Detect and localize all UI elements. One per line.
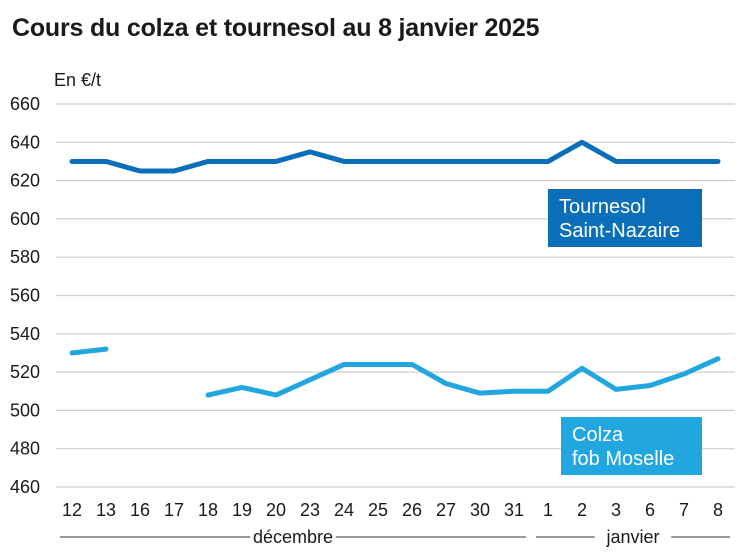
y-tick-label-660: 660 — [10, 94, 40, 114]
x-tick-label-13: 31 — [504, 500, 524, 520]
series-line-0 — [69, 139, 721, 174]
series-label-text-1-1: fob Moselle — [572, 448, 674, 470]
x-tick-label-6: 20 — [266, 500, 286, 520]
y-axis-ticks: 460 480 500 520 540 560 580 600 620 640 660 — [10, 94, 40, 497]
series-label-box-1 — [561, 417, 702, 475]
series-label-text-1-0: Colza — [572, 424, 624, 446]
y-tick-label-580: 580 — [10, 247, 40, 267]
month-labels: décembre janvier — [60, 527, 730, 547]
month-label-0: décembre — [253, 527, 333, 547]
x-tick-label-11: 27 — [436, 500, 456, 520]
y-tick-label-520: 520 — [10, 362, 40, 382]
series-label-text-0-0: Tournesol — [559, 196, 646, 218]
grid-lines — [56, 103, 735, 488]
x-tick-label-7: 23 — [300, 500, 320, 520]
series-lines — [69, 139, 721, 398]
x-tick-label-16: 3 — [611, 500, 621, 520]
x-tick-label-2: 16 — [130, 500, 150, 520]
y-tick-label-560: 560 — [10, 286, 40, 306]
y-tick-label-540: 540 — [10, 324, 40, 344]
series-line-1 — [69, 346, 721, 398]
x-tick-label-15: 2 — [577, 500, 587, 520]
y-tick-label-600: 600 — [10, 209, 40, 229]
x-tick-label-19: 8 — [713, 500, 723, 520]
x-axis-ticks: 12 13 16 17 18 19 20 23 24 25 26 27 30 31 1 2 3 6 7 8 — [62, 500, 723, 520]
x-tick-label-10: 26 — [402, 500, 422, 520]
x-tick-label-12: 30 — [470, 500, 490, 520]
y-tick-label-460: 460 — [10, 477, 40, 497]
y-tick-label-500: 500 — [10, 400, 40, 420]
x-tick-label-8: 24 — [334, 500, 354, 520]
series-label-box-0 — [548, 189, 702, 247]
x-tick-label-14: 1 — [543, 500, 553, 520]
x-tick-label-5: 19 — [232, 500, 252, 520]
y-tick-label-620: 620 — [10, 171, 40, 191]
y-tick-label-480: 480 — [10, 439, 40, 459]
x-tick-label-0: 12 — [62, 500, 82, 520]
x-tick-label-18: 7 — [679, 500, 689, 520]
series-label-text-0-1: Saint-Nazaire — [559, 220, 680, 242]
y-tick-label-640: 640 — [10, 132, 40, 152]
chart-title: Cours du colza et tournesol au 8 janvier… — [12, 14, 540, 42]
x-tick-label-1: 13 — [96, 500, 116, 520]
x-tick-label-17: 6 — [645, 500, 655, 520]
x-tick-label-3: 17 — [164, 500, 184, 520]
x-tick-label-4: 18 — [198, 500, 218, 520]
y-axis-unit-label: En €/t — [54, 70, 101, 90]
month-label-1: janvier — [605, 527, 659, 547]
x-tick-label-9: 25 — [368, 500, 388, 520]
